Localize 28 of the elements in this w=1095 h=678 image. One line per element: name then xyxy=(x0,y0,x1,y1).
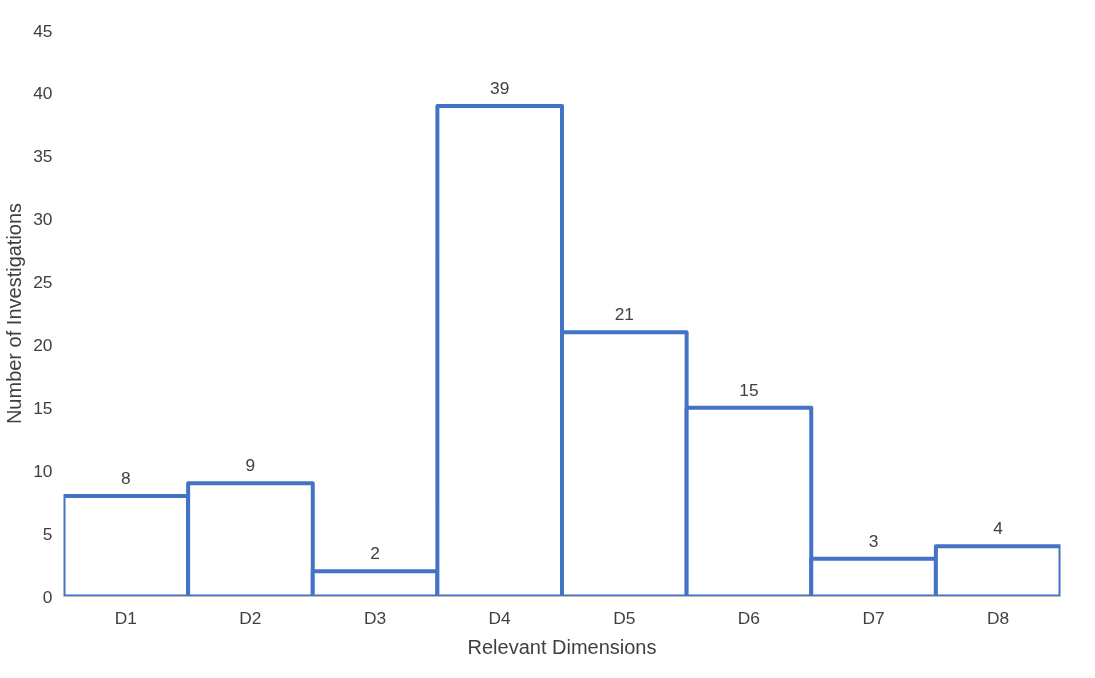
y-tick-label: 30 xyxy=(33,209,53,230)
x-tick-label: D6 xyxy=(737,607,761,628)
data-label: 21 xyxy=(614,304,634,325)
y-tick-label: 45 xyxy=(33,20,53,41)
y-tick-label: 0 xyxy=(42,586,53,607)
x-tick-label: D7 xyxy=(862,607,885,628)
y-tick-label: 35 xyxy=(33,146,53,167)
y-tick-label: 20 xyxy=(33,334,53,355)
y-tick-label: 10 xyxy=(33,460,53,481)
data-label: 9 xyxy=(245,455,256,476)
y-axis-title: Number of Investigations xyxy=(3,202,26,425)
data-label: 3 xyxy=(868,530,879,551)
data-label: 4 xyxy=(993,518,1004,539)
x-tick-label: D8 xyxy=(987,607,1010,628)
x-tick-label: D2 xyxy=(239,607,262,628)
data-label: 15 xyxy=(739,379,759,400)
y-tick-label: 25 xyxy=(33,272,53,293)
x-tick-label: D3 xyxy=(363,607,387,628)
data-label: 2 xyxy=(370,543,380,564)
y-tick-label: 40 xyxy=(33,83,53,104)
data-label: 8 xyxy=(120,467,131,488)
data-label: 39 xyxy=(490,77,510,98)
x-tick-label: D1 xyxy=(114,607,137,628)
y-tick-label: 15 xyxy=(33,397,53,418)
x-tick-label: D4 xyxy=(488,607,512,628)
x-axis-title: Relevant Dimensions xyxy=(467,635,657,658)
x-tick-label: D5 xyxy=(613,607,636,628)
y-tick-label: 5 xyxy=(42,523,53,544)
